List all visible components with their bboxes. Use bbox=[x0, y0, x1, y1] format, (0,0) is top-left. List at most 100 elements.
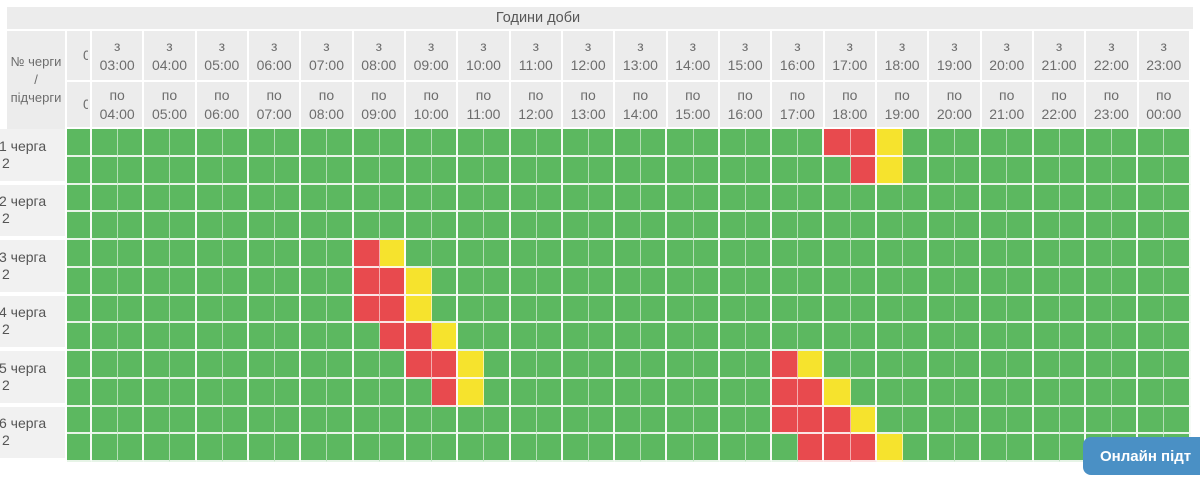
schedule-cell bbox=[353, 434, 380, 462]
schedule-cell bbox=[1164, 184, 1191, 213]
schedule-cell bbox=[67, 267, 92, 296]
time-value: 15:00 bbox=[675, 105, 711, 122]
schedule-cell bbox=[745, 406, 773, 435]
time-prefix: по bbox=[1103, 86, 1120, 103]
schedule-cell bbox=[1033, 184, 1060, 213]
schedule-cell bbox=[144, 378, 171, 407]
schedule-cell bbox=[327, 240, 354, 268]
time-value: 19:00 bbox=[884, 105, 920, 122]
schedule-cell bbox=[510, 406, 537, 435]
schedule-cell bbox=[327, 378, 354, 407]
schedule-cell bbox=[693, 378, 720, 407]
schedule-cell bbox=[772, 184, 799, 213]
schedule-cell bbox=[118, 378, 145, 407]
hour-header-to: по 04:00 bbox=[92, 82, 145, 129]
schedule-cell bbox=[902, 378, 929, 407]
schedule-cell bbox=[67, 378, 92, 407]
online-support-button[interactable]: Онлайн підт bbox=[1083, 437, 1200, 475]
schedule-cell bbox=[876, 129, 903, 157]
schedule-cell bbox=[1059, 184, 1086, 213]
schedule-cell bbox=[562, 295, 589, 324]
schedule-cell bbox=[693, 129, 720, 157]
hour-header-to: по 20:00 bbox=[929, 82, 982, 129]
hour-header-from: з 13:00 bbox=[615, 31, 668, 82]
schedule-cell bbox=[745, 240, 773, 268]
time-prefix: з bbox=[113, 37, 121, 54]
schedule-cell bbox=[510, 267, 537, 296]
schedule-cell bbox=[144, 129, 171, 157]
schedule-cell bbox=[1164, 295, 1191, 324]
schedule-cell bbox=[144, 240, 171, 268]
time-prefix: по bbox=[632, 86, 649, 103]
hour-header-from: з 18:00 bbox=[876, 31, 930, 82]
schedule-cell bbox=[562, 351, 589, 379]
schedule-cell bbox=[301, 295, 328, 324]
schedule-cell bbox=[536, 378, 563, 407]
schedule-cell bbox=[432, 378, 459, 407]
schedule-cell bbox=[222, 406, 249, 435]
schedule-cell bbox=[1138, 129, 1165, 157]
schedule-cell bbox=[353, 351, 380, 379]
hour-header-to: по 00:00 bbox=[1138, 82, 1191, 129]
hour-header-from: з 08:00 bbox=[353, 31, 406, 82]
schedule-cell bbox=[798, 434, 825, 462]
schedule-cell bbox=[248, 156, 276, 185]
schedule-cell bbox=[144, 351, 171, 379]
schedule-cell bbox=[405, 434, 433, 462]
schedule-cell bbox=[1033, 295, 1060, 324]
schedule-cell bbox=[484, 129, 511, 157]
schedule-cell bbox=[196, 267, 223, 296]
time-value: 12:00 bbox=[570, 56, 606, 73]
hour-column: з 22:00 по 23:00 bbox=[1086, 31, 1139, 129]
schedule-cell bbox=[1033, 240, 1060, 268]
schedule-cell bbox=[353, 378, 380, 407]
subqueue-number: 2 bbox=[2, 376, 10, 393]
hour-header-to: по 23:00 bbox=[1086, 82, 1139, 129]
schedule-cell bbox=[667, 351, 694, 379]
schedule-cell bbox=[615, 267, 642, 296]
schedule-cell bbox=[379, 351, 406, 379]
queue-name: 4 черга bbox=[0, 304, 47, 321]
schedule-cell bbox=[772, 129, 799, 157]
schedule-cell bbox=[824, 212, 851, 240]
hour-column: з 13:00 по 14:00 bbox=[615, 31, 668, 129]
schedule-cell bbox=[1112, 295, 1139, 324]
schedule-cell bbox=[562, 267, 589, 296]
time-value: 17:00 bbox=[779, 105, 815, 122]
schedule-cell bbox=[222, 378, 249, 407]
hour-header-from: з 05:00 bbox=[196, 31, 249, 82]
subqueue-number: 2 bbox=[2, 265, 10, 282]
schedule-cell bbox=[667, 129, 694, 157]
schedule-cell bbox=[955, 378, 982, 407]
hour-column: з 23:00 по 00:00 bbox=[1138, 31, 1191, 129]
schedule-cell bbox=[196, 295, 223, 324]
online-support-label: Онлайн підт bbox=[1100, 447, 1192, 465]
time-prefix: по bbox=[161, 86, 178, 103]
time-prefix: по bbox=[580, 86, 596, 103]
time-prefix: по bbox=[371, 86, 387, 103]
schedule-cell bbox=[92, 351, 119, 379]
schedule-cell bbox=[275, 267, 302, 296]
schedule-cell bbox=[1033, 378, 1060, 407]
schedule-cell bbox=[92, 378, 119, 407]
hour-header-from: з 21:00 bbox=[1033, 31, 1087, 82]
schedule-cell bbox=[641, 240, 668, 268]
time-prefix: з bbox=[375, 37, 383, 54]
schedule-cell bbox=[1007, 378, 1034, 407]
schedule-cell bbox=[1007, 351, 1034, 379]
schedule-cell bbox=[798, 406, 825, 435]
time-prefix: по bbox=[685, 86, 701, 103]
schedule-cell bbox=[798, 267, 825, 296]
schedule-cell bbox=[327, 434, 354, 462]
schedule-cell bbox=[1112, 406, 1139, 435]
schedule-cell bbox=[458, 240, 485, 268]
hour-header-from: з 23:00 bbox=[1138, 31, 1191, 82]
time-value: 09:00 bbox=[413, 56, 449, 73]
schedule-cell bbox=[562, 212, 589, 240]
hour-header-from: з 14:00 bbox=[667, 31, 720, 82]
time-value: 23:00 bbox=[1146, 56, 1182, 73]
schedule-cell bbox=[432, 295, 459, 324]
schedule-cell bbox=[562, 323, 589, 351]
schedule-cell bbox=[170, 406, 197, 435]
schedule-cell bbox=[588, 267, 616, 296]
